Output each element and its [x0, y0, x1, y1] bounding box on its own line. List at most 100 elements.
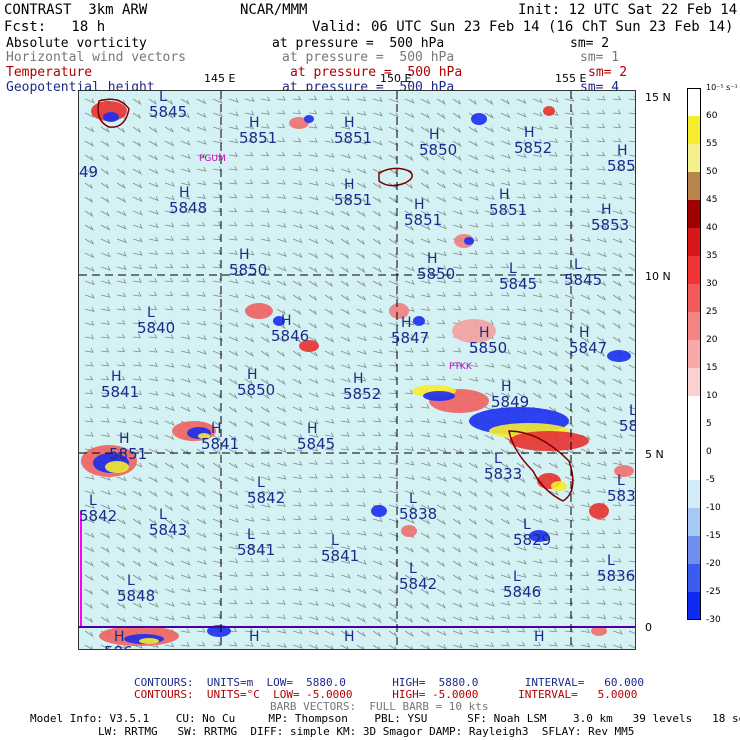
vorticity-blob	[464, 237, 474, 245]
height-center-marker: L	[629, 403, 636, 419]
colorbar-label: 0	[706, 447, 712, 457]
colorbar-label: 10	[706, 391, 718, 401]
height-center-marker: H	[344, 177, 355, 193]
field-level-vorticity: at pressure = 500 hPa	[272, 36, 445, 51]
colorbar-label: 30	[706, 279, 718, 289]
height-value-label: 5847	[569, 339, 607, 357]
station-label: PGUM	[199, 154, 226, 164]
colorbar-swatch	[687, 452, 701, 480]
height-value-label: 5850	[237, 381, 275, 399]
vorticity-blob	[591, 626, 607, 636]
height-value-label: 5840	[137, 319, 175, 337]
vorticity-blob	[105, 461, 129, 473]
height-center-marker: H	[427, 251, 438, 267]
height-value-label: 584	[619, 417, 636, 435]
colorbar-label: 45	[706, 195, 718, 205]
vorticity-blob	[273, 316, 285, 326]
lat-label-15n: 15 N	[645, 91, 671, 104]
height-value-label: 5851	[109, 445, 147, 463]
contours-height: CONTOURS: UNITS=m LOW= 5880.0 HIGH= 5880…	[134, 676, 644, 689]
height-center-marker: L	[247, 527, 255, 543]
colorbar-label: -25	[706, 587, 721, 597]
height-center-marker: L	[89, 493, 97, 509]
height-center-marker: H	[401, 315, 412, 331]
colorbar-label: -5	[706, 475, 715, 485]
colorbar-swatch	[687, 88, 701, 116]
height-value-label: 5838	[399, 505, 437, 523]
colorbar-swatch	[687, 116, 701, 144]
colorbar-label: -20	[706, 559, 721, 569]
colorbar-swatch	[687, 396, 701, 424]
valid-time: Valid: 06 UTC Sun 23 Feb 14 (16 ChT Sun …	[312, 19, 734, 35]
model-info-line2: LW: RRTMG SW: RRTMG DIFF: simple KM: 3D …	[98, 725, 635, 738]
field-name-temperature: Temperature	[6, 65, 93, 80]
height-center-marker: H	[114, 629, 125, 645]
height-value-label: 5845	[149, 103, 187, 121]
colorbar-swatch	[687, 200, 701, 228]
height-center-marker: L	[409, 561, 417, 577]
colorbar-swatch	[687, 536, 701, 564]
colorbar-swatch	[687, 480, 701, 508]
vorticity-blob	[299, 340, 319, 352]
field-sm-wind: sm= 1	[580, 50, 620, 65]
colorbar-label: -30	[706, 615, 721, 625]
lon-label-155: 155 E	[555, 72, 587, 85]
lon-label-150: 150 E	[380, 72, 412, 85]
height-value-label: 5842	[247, 489, 285, 507]
height-center-marker: H	[579, 325, 590, 341]
colorbar	[687, 88, 701, 620]
colorbar-swatch	[687, 144, 701, 172]
temperature-contour	[508, 430, 574, 502]
colorbar-swatch	[687, 424, 701, 452]
height-value-label: 585	[607, 157, 636, 175]
height-center-marker: L	[331, 533, 339, 549]
height-value-label: 5845	[564, 271, 602, 289]
vorticity-blob	[529, 530, 549, 542]
height-center-marker: L	[409, 491, 417, 507]
map-panel: PGUM PTKK L 5845 H 5851 H 5851 H 5850 H 5852 H 585 49 H…	[78, 90, 636, 650]
contours-temperature: CONTOURS: UNITS=°C LOW= -5.0000 HIGH= -5…	[134, 688, 638, 701]
colorbar-swatch	[687, 564, 701, 592]
height-value-label: 5846	[503, 583, 541, 601]
colorbar-label: 5	[706, 419, 712, 429]
lat-label-10n: 10 N	[645, 270, 671, 283]
colorbar-swatch	[687, 312, 701, 340]
height-value-label: 5850	[417, 265, 455, 283]
height-center-marker: L	[574, 257, 582, 273]
height-value-label: 5852	[343, 385, 381, 403]
field-name-vorticity: Absolute vorticity	[6, 36, 147, 51]
height-center-marker: L	[159, 91, 167, 105]
forecast-hour: Fcst: 18 h	[4, 19, 106, 35]
height-center-marker: H	[429, 127, 440, 143]
temperature-contour	[97, 98, 130, 128]
height-center-marker: H	[111, 369, 122, 385]
height-value-label: 5841	[321, 547, 359, 565]
height-center-marker: H	[247, 367, 258, 383]
height-value-label: 5851	[404, 211, 442, 229]
vorticity-blob	[401, 525, 417, 537]
field-level-temperature: at pressure = 500 hPa	[290, 65, 463, 80]
height-center-marker: L	[617, 473, 625, 489]
height-value-label: 5829	[513, 531, 551, 549]
colorbar-label: 15	[706, 363, 718, 373]
model-title: CONTRAST 3km ARW	[4, 2, 148, 18]
height-center-marker: L	[607, 553, 615, 569]
height-center-marker: H	[353, 371, 364, 387]
height-value-label: 5848	[169, 199, 207, 217]
vorticity-blob	[198, 433, 210, 439]
height-center-marker: H	[617, 143, 628, 159]
temperature-contour	[378, 167, 413, 187]
colorbar-swatch	[687, 592, 701, 620]
height-value-label: 5842	[399, 575, 437, 593]
height-value-label: 5841	[237, 541, 275, 559]
vorticity-blob	[589, 503, 609, 519]
height-value-label: 5848	[117, 587, 155, 605]
vorticity-blob	[423, 391, 455, 401]
barb-vectors: BARB VECTORS: FULL BARB = 10 kts	[270, 700, 489, 713]
vorticity-blob	[371, 505, 387, 517]
colorbar-swatch	[687, 172, 701, 200]
vorticity-blob	[413, 316, 425, 326]
height-center-marker: H	[601, 202, 612, 218]
field-sm-vorticity: sm= 2	[570, 36, 610, 51]
height-value-label: 5841	[201, 435, 239, 453]
